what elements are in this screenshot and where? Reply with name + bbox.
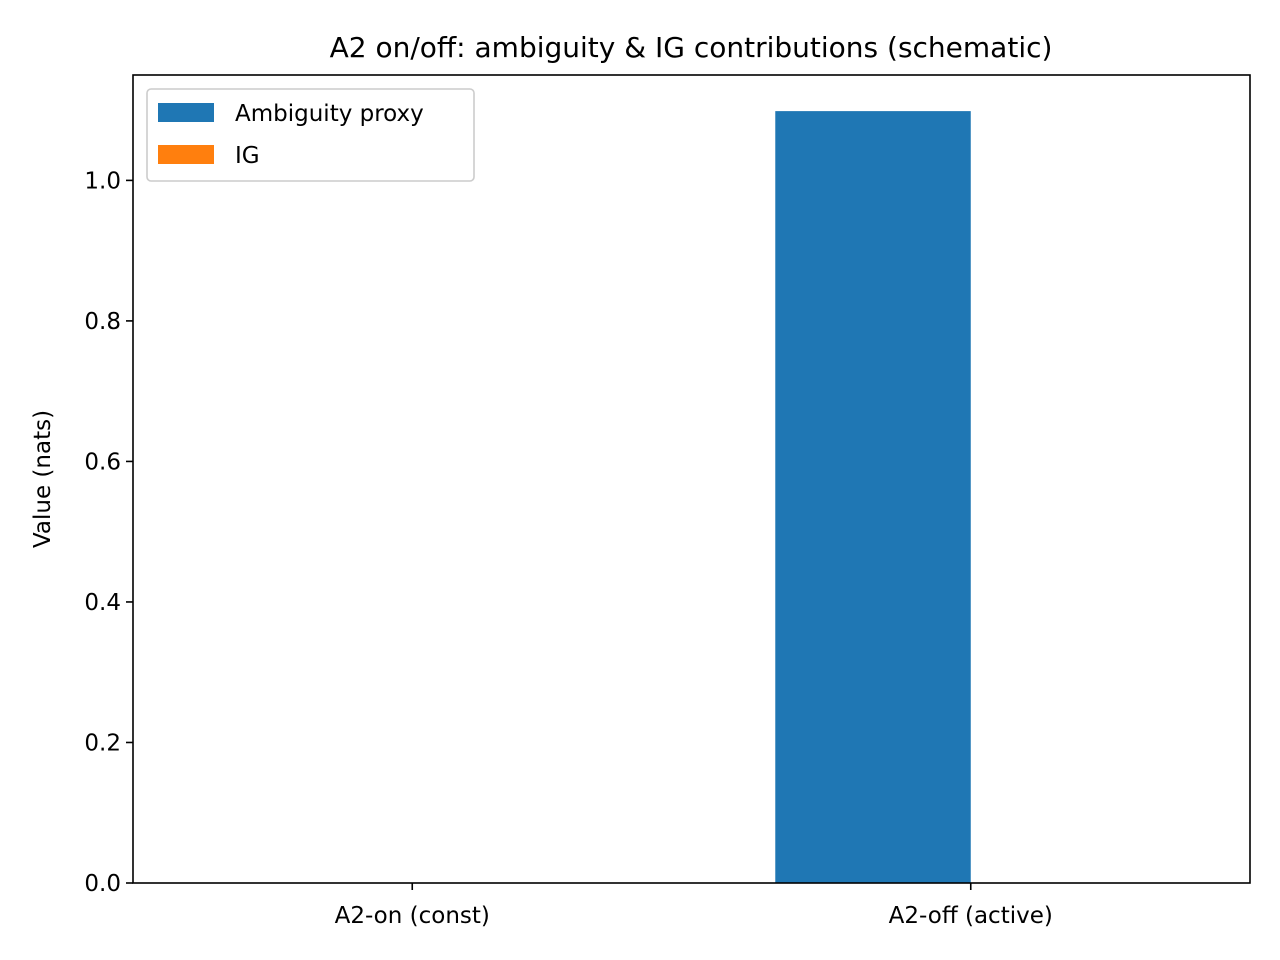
legend-swatch — [158, 103, 214, 122]
legend-box — [146, 88, 475, 182]
y-axis: 0.0 0.2 0.4 0.6 0.8 1.0 — [84, 168, 133, 897]
y-tick-label: 0.4 — [84, 590, 121, 616]
x-tick-label: A2-off (active) — [889, 903, 1053, 929]
y-tick-label: 0.6 — [84, 449, 121, 475]
bars-group — [775, 111, 971, 884]
y-tick-label: 0.0 — [84, 871, 121, 897]
y-tick-label: 1.0 — [84, 168, 121, 194]
x-axis: A2-on (const) A2-off (active) — [335, 883, 1053, 929]
legend-swatch — [158, 145, 214, 164]
legend-label: Ambiguity proxy — [235, 101, 424, 127]
y-axis-label: Value (nats) — [30, 410, 56, 548]
chart-title: A2 on/off: ambiguity & IG contributions … — [330, 31, 1053, 64]
y-tick-label: 0.2 — [84, 730, 121, 756]
x-tick-label: A2-on (const) — [335, 903, 490, 929]
legend-label: IG — [235, 143, 260, 169]
legend: Ambiguity proxy IG — [146, 88, 475, 182]
bar-ambiguity-proxy-1 — [775, 111, 971, 884]
plot-frame — [132, 74, 1251, 884]
plot-area — [133, 75, 1250, 883]
y-tick-label: 0.8 — [84, 309, 121, 335]
